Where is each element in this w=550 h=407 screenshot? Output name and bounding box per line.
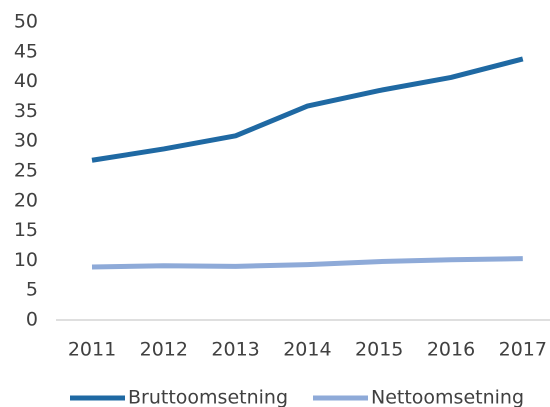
y-tick-label: 25 [14, 160, 38, 182]
y-tick-label: 45 [14, 40, 38, 62]
line-series [91, 256, 523, 270]
y-tick-label: 5 [26, 279, 38, 301]
y-tick-label: 30 [14, 130, 38, 152]
line-series [91, 56, 524, 163]
legend-label: Bruttoomsetning [128, 387, 288, 407]
x-tick-label: 2011 [68, 339, 116, 361]
y-tick-label: 15 [14, 219, 38, 241]
y-tick-label: 50 [14, 11, 38, 33]
y-tick-label: 40 [14, 70, 38, 92]
x-tick-label: 2016 [427, 339, 475, 361]
x-tick-label: 2017 [499, 339, 547, 361]
y-tick-label: 10 [14, 249, 38, 271]
legend-label: Nettoomsetning [371, 387, 524, 407]
x-tick-label: 2014 [283, 339, 331, 361]
y-tick-label: 0 [26, 309, 38, 331]
x-tick-label: 2013 [211, 339, 259, 361]
y-tick-label: 20 [14, 189, 38, 211]
y-tick-label: 35 [14, 100, 38, 122]
x-tick-label: 2012 [140, 339, 188, 361]
x-tick-label: 2015 [355, 339, 403, 361]
